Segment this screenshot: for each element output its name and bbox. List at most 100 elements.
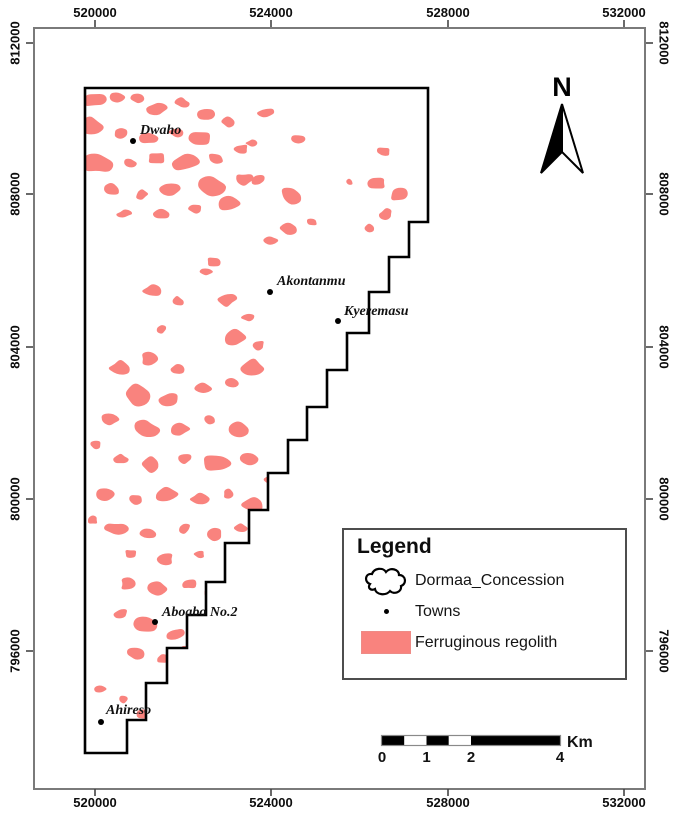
regolith-patch [156, 325, 167, 334]
regolith-patch [104, 523, 129, 535]
legend-item-concession: Dormaa_Concession [357, 565, 625, 596]
regolith-patch [142, 351, 159, 366]
regolith-patch [174, 97, 190, 108]
regolith-patch [108, 359, 130, 375]
regolith-patch [152, 208, 170, 219]
scalebar-number: 0 [378, 749, 386, 766]
axis-tick-label: 520000 [73, 795, 117, 810]
regolith-patch [125, 383, 151, 407]
town-dot-icon [383, 609, 389, 614]
town-dot [152, 619, 158, 625]
regolith-patch [378, 208, 392, 220]
regolith-patch [158, 393, 178, 407]
town-label: Akontanmu [276, 274, 346, 289]
regolith-patch [279, 222, 297, 235]
regolith-patch [252, 340, 264, 351]
regolith-patch [391, 187, 408, 201]
regolith-patch [193, 550, 204, 559]
axis-tick-label: 532000 [602, 5, 646, 20]
legend: Legend Dormaa_Concession Towns Ferrugino… [342, 528, 627, 680]
regolith-patch [206, 527, 222, 542]
towns-symbol-cell [357, 609, 415, 614]
concession-boundary [83, 86, 430, 755]
town-label: Ahireso [105, 703, 151, 718]
concession-outline-icon [365, 567, 406, 595]
regolith-patch [170, 364, 185, 374]
axis-tick-label: 796000 [7, 629, 23, 673]
regolith-patch [188, 132, 210, 145]
axis-tick-label: 812000 [7, 21, 23, 65]
legend-item-regolith: Ferruginous regolith [357, 627, 625, 658]
scalebar-segment [448, 736, 472, 745]
regolith-patch [114, 128, 128, 139]
regolith-patch [217, 293, 238, 307]
regolith-patch [119, 695, 128, 704]
regolith-patch [125, 550, 137, 558]
regolith-patch [85, 94, 107, 106]
regolith-patch [240, 358, 265, 376]
regolith-patch [224, 378, 239, 388]
axis-tick-label: 808000 [656, 172, 672, 216]
regolith-patch [155, 486, 179, 502]
north-arrow-right-half [561, 103, 584, 174]
town-label: Kyeremasu [343, 304, 409, 319]
regolith-patch [87, 515, 98, 524]
axis-tick-label: 532000 [602, 795, 646, 810]
regolith-patch [208, 153, 223, 164]
scalebar-segment [471, 736, 560, 745]
axis-tick-label: 804000 [7, 325, 23, 369]
regolith-patch [94, 685, 107, 693]
town-dot [335, 318, 341, 324]
regolith-patch [346, 178, 353, 185]
regolith-patch [171, 153, 200, 171]
regolith-patch [376, 147, 390, 156]
regolith-patch [218, 195, 241, 211]
regolith-patch [364, 223, 375, 233]
regolith-patch [113, 609, 127, 619]
legend-item-label: Ferruginous regolith [415, 633, 558, 651]
regolith-patch [306, 218, 317, 226]
regolith-swatch-icon [361, 631, 411, 654]
regolith-patch [367, 177, 385, 189]
scalebar-unit: Km [567, 734, 593, 751]
regolith-patch [90, 440, 101, 450]
regolith-patch [241, 313, 255, 322]
regolith-patch [127, 647, 145, 660]
town-dot [98, 719, 104, 725]
regolith-patch [171, 422, 191, 436]
regolith-patch [204, 415, 215, 425]
regolith-patch [241, 497, 263, 511]
regolith-patch [236, 174, 254, 186]
regolith-patch [197, 109, 216, 120]
regolith-patch [178, 454, 192, 465]
regolith-patch [130, 93, 145, 104]
regolith-patch [291, 135, 306, 144]
regolith-patch [147, 581, 168, 596]
regolith-patch [199, 268, 213, 276]
axis-tick-label: 524000 [249, 5, 293, 20]
legend-title: Legend [357, 535, 432, 558]
axis-tick-label: 800000 [7, 477, 23, 521]
regolith-patch [157, 654, 169, 663]
axis-tick-label: 528000 [426, 795, 470, 810]
regolith-patch [121, 577, 136, 590]
regolith-patch [207, 257, 221, 267]
regolith-patch [141, 456, 159, 474]
legend-item-label: Dormaa_Concession [415, 571, 565, 589]
regolith-patch [257, 108, 275, 118]
regolith-patch [281, 187, 302, 205]
scalebar-segment [426, 736, 449, 745]
regolith-patch [148, 153, 165, 164]
scalebar-number: 4 [556, 749, 565, 766]
regolith-patch [96, 488, 115, 502]
regolith-patch [228, 421, 249, 438]
scalebar-number: 2 [467, 749, 475, 766]
regolith-patch [129, 495, 142, 505]
axis-tick-label: 524000 [249, 795, 293, 810]
town-dot [267, 289, 273, 295]
regolith-symbol-cell [357, 631, 415, 654]
town-dot [130, 138, 136, 144]
regolith-patch [116, 209, 133, 218]
regolith-patch [198, 176, 227, 197]
